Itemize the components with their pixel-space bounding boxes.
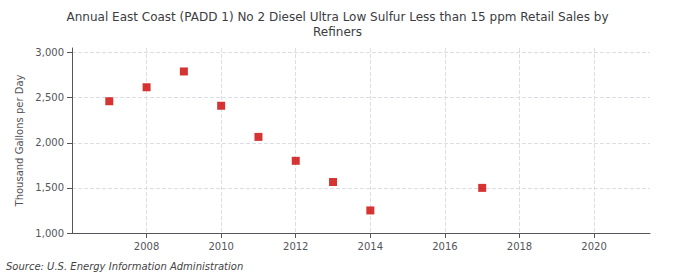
svg-text:Source: U.S. Energy Informatio: Source: U.S. Energy Information Administ… [6, 261, 243, 272]
svg-text:1,500: 1,500 [35, 182, 64, 193]
svg-text:Thousand Gallons per Day: Thousand Gallons per Day [14, 74, 25, 207]
svg-text:2010: 2010 [208, 241, 233, 252]
svg-text:1,000: 1,000 [35, 228, 64, 239]
svg-text:2008: 2008 [134, 241, 159, 252]
svg-text:2012: 2012 [283, 241, 308, 252]
svg-text:3,000: 3,000 [35, 47, 64, 58]
svg-text:2014: 2014 [358, 241, 383, 252]
svg-text:2016: 2016 [432, 241, 457, 252]
svg-text:2,000: 2,000 [35, 137, 64, 148]
svg-text:2020: 2020 [581, 241, 606, 252]
svg-text:2018: 2018 [507, 241, 532, 252]
svg-text:2,500: 2,500 [35, 92, 64, 103]
svg-text:Annual East Coast (PADD 1) No: Annual East Coast (PADD 1) No 2 Diesel U… [67, 10, 609, 24]
svg-text:Refiners: Refiners [313, 25, 362, 39]
